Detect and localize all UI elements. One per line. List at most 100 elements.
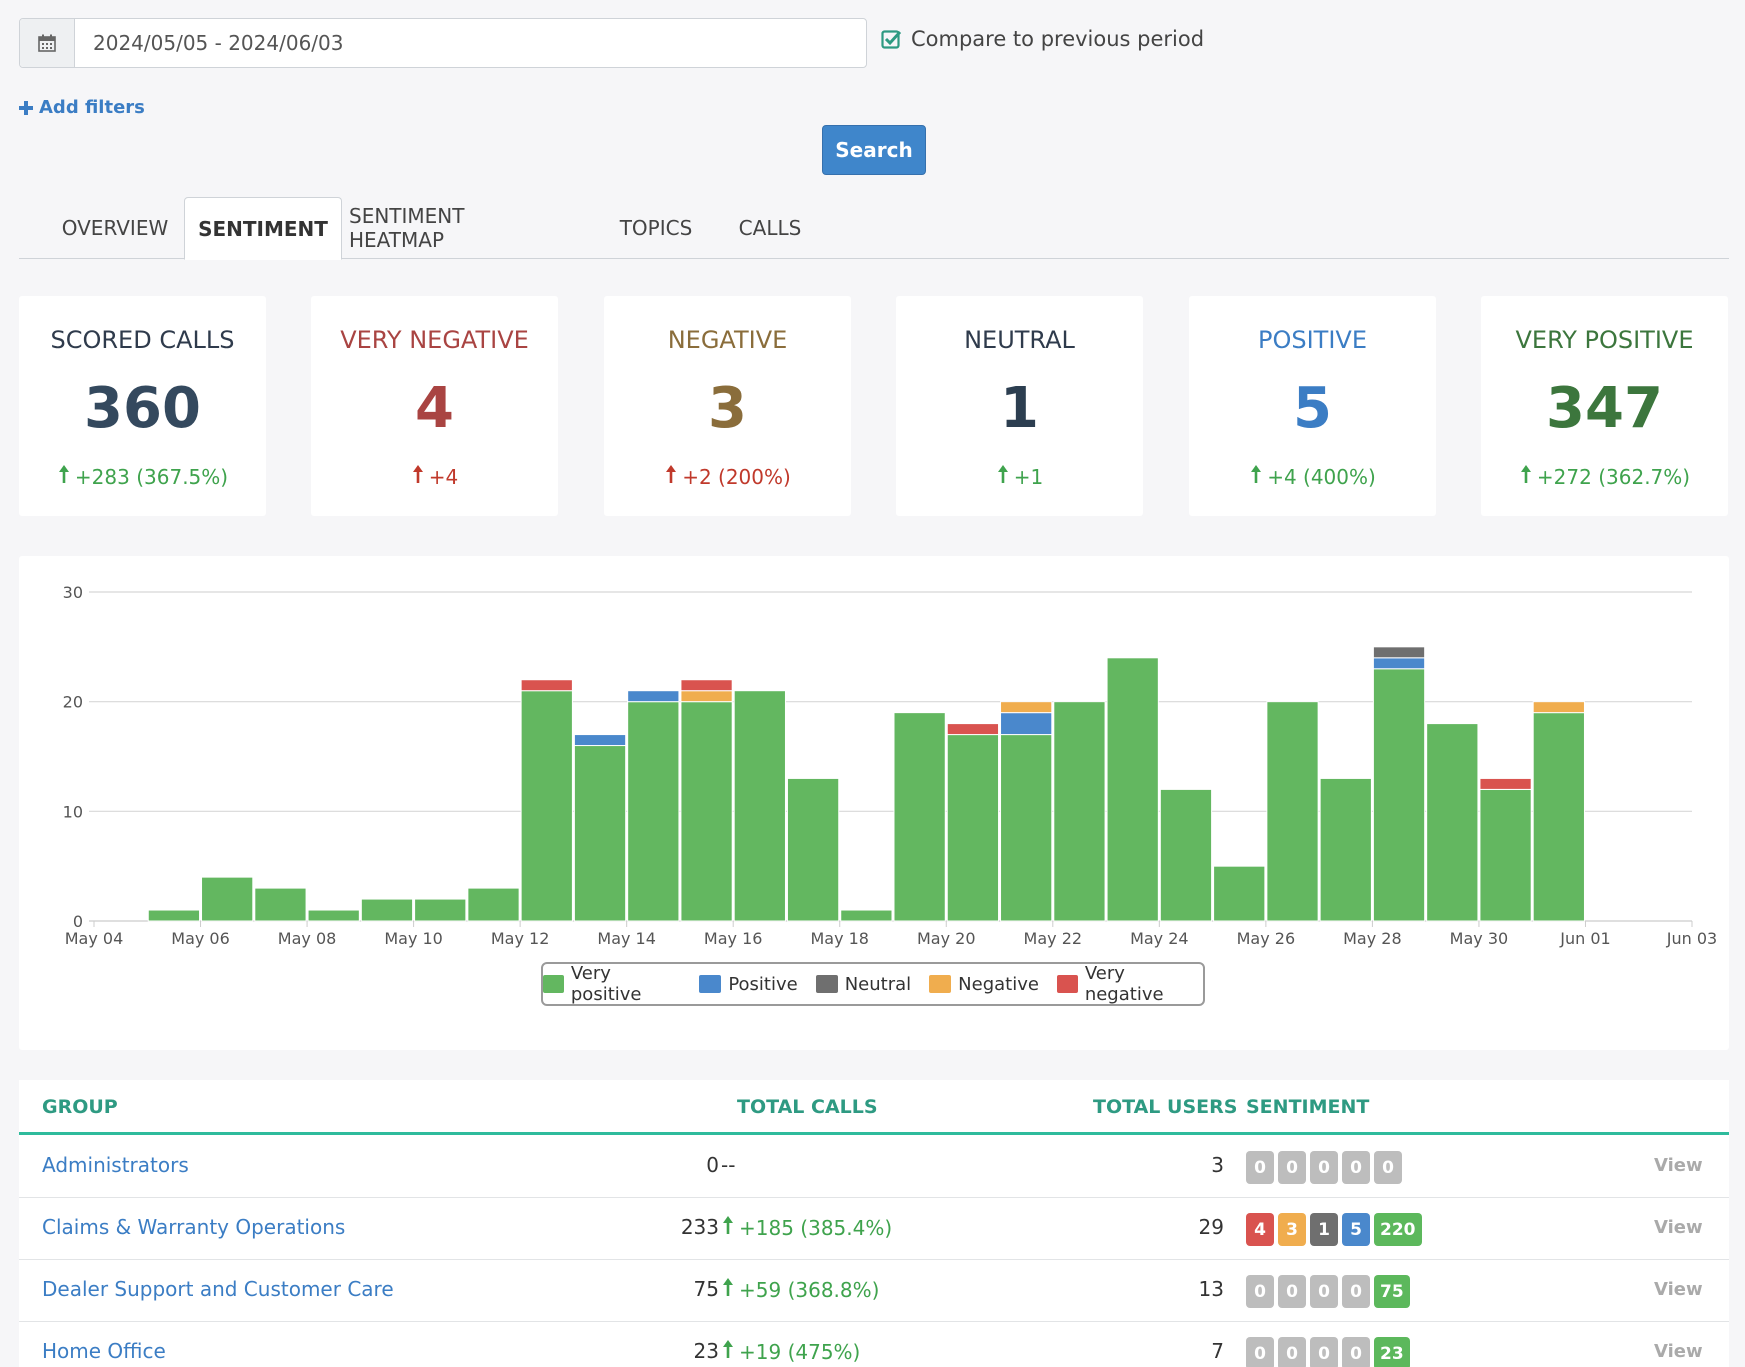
x-tick-label: May 04 <box>65 929 124 948</box>
group-link[interactable]: Home Office <box>42 1339 166 1363</box>
total-users: 29 <box>1198 1215 1224 1239</box>
total-users: 7 <box>1211 1339 1224 1363</box>
bar-segment <box>573 745 627 922</box>
kpi-delta-text: +4 <box>428 464 459 489</box>
sentiment-badge: 0 <box>1278 1275 1306 1308</box>
header-sentiment[interactable]: SENTIMENT <box>1246 1096 1370 1118</box>
delta-text: +19 (475%) <box>739 1339 861 1364</box>
view-link[interactable]: View <box>1654 1217 1703 1238</box>
kpi-card-negative: NEGATIVE 3 +2 (200%) <box>604 296 851 516</box>
delta-text: -- <box>721 1153 736 1177</box>
bar-segment <box>680 701 733 922</box>
table-row: Dealer Support and Customer Care 75 +59 (3… <box>19 1260 1729 1322</box>
bar-segment <box>1000 701 1053 714</box>
add-filters-link[interactable]: Add filters <box>19 97 145 118</box>
legend-label: Neutral <box>844 973 912 995</box>
legend-label: Positive <box>728 973 798 995</box>
calendar-icon[interactable] <box>20 19 75 67</box>
bar-segment <box>733 690 786 922</box>
bar-segment <box>1319 777 1372 922</box>
x-tick-label: May 14 <box>597 929 656 948</box>
sentiment-badges: 0 0 0 0 75 <box>1246 1275 1410 1308</box>
table-row: Administrators 0 -- 3 0 0 0 0 0 View <box>19 1136 1729 1198</box>
kpi-delta-text: +1 <box>1013 464 1044 489</box>
checkbox-checked-icon[interactable] <box>881 29 902 50</box>
bar-segment <box>1372 657 1426 670</box>
legend-item-very-negative[interactable]: Very negative <box>1056 963 1203 1005</box>
kpi-title: NEGATIVE <box>667 326 788 354</box>
y-tick-label: 30 <box>63 583 83 602</box>
view-link[interactable]: View <box>1654 1155 1703 1176</box>
sentiment-badge: 4 <box>1246 1213 1274 1246</box>
tab-topics[interactable]: TOPICS <box>619 216 693 240</box>
legend-item-very-positive[interactable]: Very positive <box>543 963 681 1005</box>
arrow-up-icon <box>1519 464 1533 489</box>
header-group[interactable]: GROUP <box>42 1096 118 1118</box>
header-total-users[interactable]: TOTAL USERS <box>1093 1096 1238 1118</box>
group-link[interactable]: Administrators <box>42 1153 189 1177</box>
x-tick-label: May 16 <box>704 929 763 948</box>
x-tick-label: May 10 <box>384 929 443 948</box>
total-calls: 233 <box>680 1215 719 1239</box>
kpi-delta: +272 (362.7%) <box>1481 464 1728 489</box>
bar-segment <box>786 777 840 922</box>
sentiment-badge: 0 <box>1246 1151 1274 1184</box>
search-button[interactable]: Search <box>822 125 926 175</box>
tab-sentiment[interactable]: SENTIMENT <box>184 197 342 260</box>
y-tick-label: 0 <box>73 912 83 931</box>
delta-text: +185 (385.4%) <box>739 1215 893 1240</box>
bar-segment <box>467 887 520 922</box>
tab-overview[interactable]: OVERVIEW <box>61 216 169 240</box>
kpi-card-neutral: NEUTRAL 1 +1 <box>896 296 1143 516</box>
legend-label: Very positive <box>570 963 642 1005</box>
sentiment-badge: 23 <box>1374 1337 1410 1367</box>
group-link[interactable]: Dealer Support and Customer Care <box>42 1277 394 1301</box>
bar-segment <box>1372 668 1426 922</box>
kpi-delta: +4 (400%) <box>1189 464 1436 489</box>
x-tick-label: May 30 <box>1450 929 1509 948</box>
kpi-card-positive: POSITIVE 5 +4 (400%) <box>1189 296 1436 516</box>
sentiment-badges: 0 0 0 0 23 <box>1246 1337 1410 1367</box>
bar-segment <box>680 690 733 703</box>
x-tick-label: May 18 <box>810 929 869 948</box>
kpi-card-very-negative: VERY NEGATIVE 4 +4 <box>311 296 558 516</box>
compare-checkbox[interactable]: Compare to previous period <box>881 27 1204 51</box>
total-users: 13 <box>1198 1277 1224 1301</box>
legend-item-neutral[interactable]: Neutral <box>815 973 912 995</box>
tab-sentiment-heatmap[interactable]: SENTIMENT HEATMAP <box>349 204 465 252</box>
y-tick-label: 20 <box>63 693 83 712</box>
arrow-up-icon <box>721 1215 735 1240</box>
sentiment-badge: 0 <box>1246 1275 1274 1308</box>
kpi-value: 360 <box>84 376 201 441</box>
total-calls-delta: +19 (475%) <box>721 1339 860 1364</box>
bar-segment <box>307 909 360 922</box>
arrow-up-icon <box>57 464 71 489</box>
total-calls-delta: -- <box>721 1153 735 1177</box>
bar-segment <box>147 909 201 922</box>
bar-segment <box>1000 712 1053 736</box>
kpi-value: 347 <box>1546 376 1663 441</box>
bar-segment <box>680 679 733 692</box>
legend-item-positive[interactable]: Positive <box>699 973 798 995</box>
tab-calls[interactable]: CALLS <box>738 216 802 240</box>
date-range-picker[interactable] <box>19 18 867 68</box>
bar-segment <box>840 909 893 922</box>
arrow-up-icon <box>721 1339 735 1364</box>
sentiment-badge: 0 <box>1278 1337 1306 1367</box>
bar-segment <box>1426 723 1479 922</box>
table-row: Home Office 23 +19 (475%) 7 0 0 0 0 23 View <box>19 1322 1729 1367</box>
sentiment-badge: 0 <box>1342 1151 1370 1184</box>
arrow-up-icon <box>664 464 678 489</box>
kpi-card-very-positive: VERY POSITIVE 347 +272 (362.7%) <box>1481 296 1728 516</box>
view-link[interactable]: View <box>1654 1341 1703 1362</box>
group-link[interactable]: Claims & Warranty Operations <box>42 1215 346 1239</box>
sentiment-badges: 4 3 1 5 220 <box>1246 1213 1422 1246</box>
bar-segment <box>360 898 414 922</box>
view-link[interactable]: View <box>1654 1279 1703 1300</box>
total-calls-delta: +59 (368.8%) <box>721 1277 879 1302</box>
sentiment-badge: 5 <box>1342 1213 1370 1246</box>
date-range-input[interactable] <box>75 19 866 67</box>
legend-item-negative[interactable]: Negative <box>929 974 1039 995</box>
header-total-calls[interactable]: TOTAL CALLS <box>737 1096 878 1118</box>
sentiment-badge: 75 <box>1374 1275 1410 1308</box>
